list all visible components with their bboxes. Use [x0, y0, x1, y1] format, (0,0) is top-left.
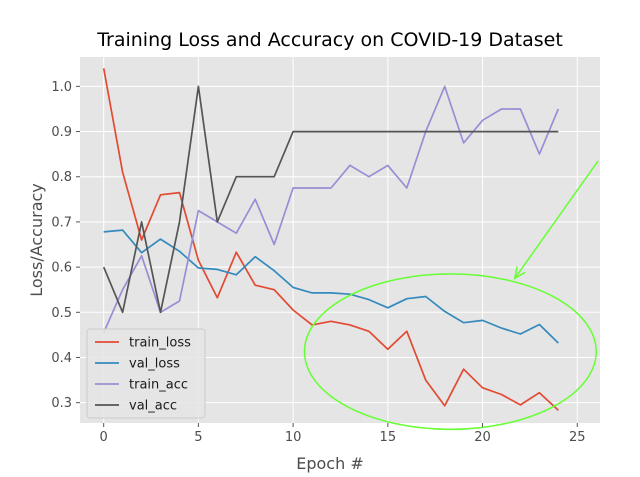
annotation-arrow-shaft [514, 160, 599, 279]
x-tick-label: 0 [100, 430, 108, 445]
legend: train_loss val_loss train_acc val_acc [86, 328, 206, 419]
x-tick-label: 25 [569, 430, 586, 445]
x-axis-label: Epoch # [296, 454, 363, 473]
legend-entry: val_acc [129, 399, 177, 414]
y-axis-ticks: 0.3 0.4 0.5 0.6 0.7 0.8 0.9 1.0 [51, 80, 80, 411]
series-line-val-acc [102, 85, 559, 314]
x-tick-label: 20 [474, 430, 491, 445]
y-tick-label: 0.5 [51, 306, 72, 321]
y-tick-label: 0.8 [51, 170, 72, 185]
y-tick-label: 0.4 [51, 351, 72, 366]
x-tick-label: 5 [194, 430, 202, 445]
chart-title: Training Loss and Accuracy on COVID-19 D… [96, 29, 563, 51]
series-layer [102, 68, 560, 411]
legend-box [86, 328, 206, 419]
series-line-train-loss [102, 68, 559, 411]
y-tick-label: 0.3 [51, 396, 72, 411]
highlight-ellipse [303, 273, 597, 431]
y-tick-label: 0.9 [51, 125, 72, 140]
x-tick-label: 15 [380, 430, 397, 445]
y-tick-label: 1.0 [51, 80, 72, 95]
series-line-train-acc [102, 85, 560, 333]
annotation-arrow-head [513, 266, 526, 280]
x-axis-ticks: 0 5 10 15 20 25 [100, 423, 586, 445]
annotation-layer [303, 160, 599, 431]
legend-entry: val_loss [129, 357, 180, 372]
x-tick-label: 10 [285, 430, 302, 445]
legend-entry: train_acc [129, 378, 188, 393]
y-tick-label: 0.7 [51, 215, 72, 230]
y-axis-label: Loss/Accuracy [27, 183, 46, 297]
series-line-val-loss [103, 229, 559, 344]
legend-entry: train_loss [129, 336, 191, 351]
y-tick-label: 0.6 [51, 261, 72, 276]
